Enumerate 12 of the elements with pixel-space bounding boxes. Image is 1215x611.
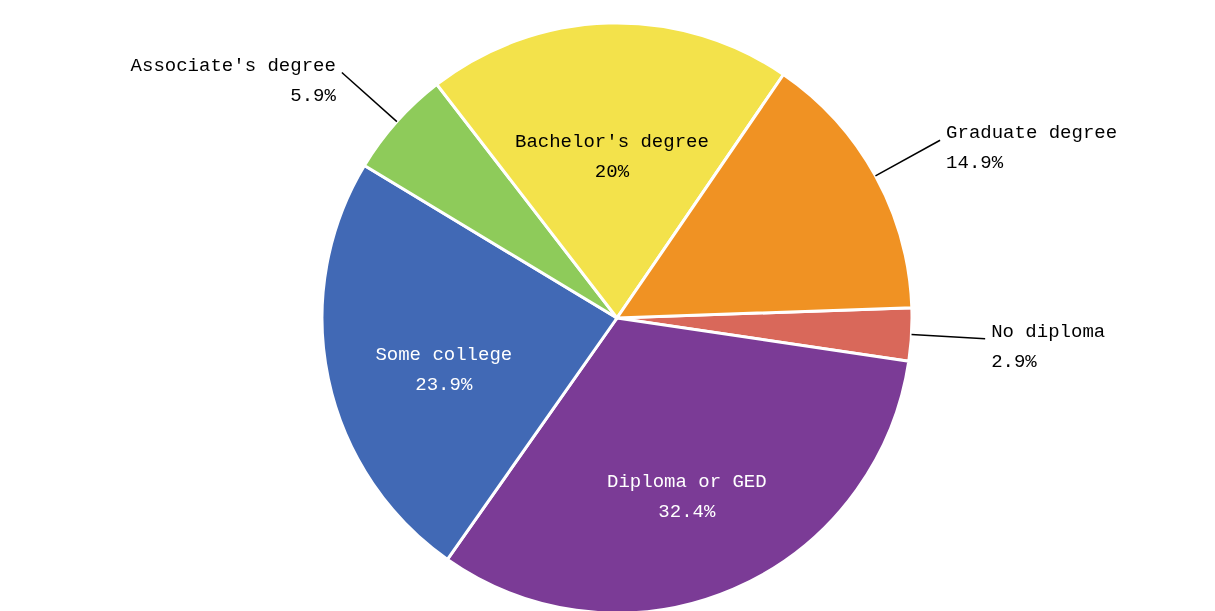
data-label: 32.4% [658, 500, 716, 523]
slice-label: Graduate degree [946, 122, 1118, 145]
data-label: 5.9% [290, 84, 337, 107]
data-label: 23.9% [415, 374, 473, 397]
data-label: 14.9% [946, 152, 1004, 175]
data-label: 2.9% [991, 350, 1038, 373]
slice-label: Associate's degree [130, 54, 336, 77]
slice-label: Diploma or GED [607, 470, 767, 493]
slice-label: No diploma [991, 320, 1106, 343]
data-label: 20% [594, 161, 630, 184]
slice-label: Some college [375, 344, 513, 367]
slice-label: Bachelor's degree [515, 131, 709, 154]
